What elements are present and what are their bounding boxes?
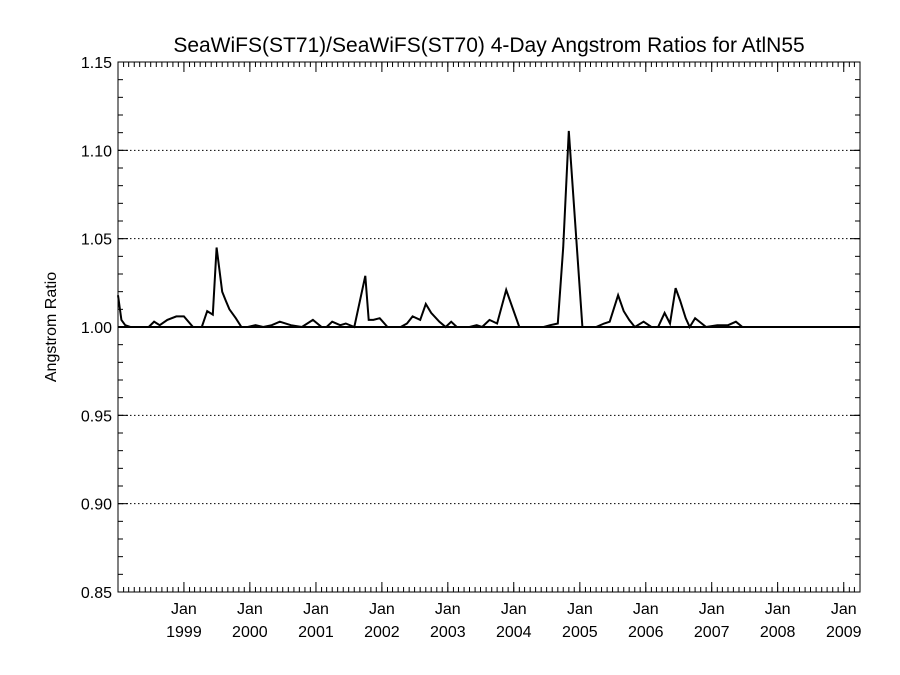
- x-tick-year: 2000: [232, 624, 268, 641]
- y-tick-label: 0.85: [81, 585, 112, 602]
- x-tick-month: Jan: [633, 601, 659, 618]
- y-tick-label: 1.15: [81, 55, 112, 72]
- x-tick-month: Jan: [369, 601, 395, 618]
- x-axis: Jan 1999 Jan 2000 Jan 2001 Jan 2002 Jan 2003 Jan 20…: [117, 62, 862, 641]
- x-tick-year: 2003: [430, 624, 466, 641]
- y-tick-label: 1.05: [81, 232, 112, 249]
- x-tick-month: Jan: [567, 601, 593, 618]
- x-tick-month: Jan: [237, 601, 263, 618]
- x-tick-year: 2009: [826, 624, 862, 641]
- y-axis-label: Angstrom Ratio: [43, 272, 60, 382]
- series-line: [117, 130, 860, 330]
- x-tick-month: Jan: [699, 601, 725, 618]
- x-tick-year: 2007: [694, 624, 730, 641]
- y-axis: 0.85 0.90 0.95 1.00 1.05 1.10 1.15: [81, 55, 860, 602]
- x-tick-month: Jan: [765, 601, 791, 618]
- series-group: [117, 130, 860, 330]
- x-tick-year: 2008: [760, 624, 796, 641]
- x-tick-year: 2002: [364, 624, 400, 641]
- x-tick-year: 2001: [298, 624, 334, 641]
- y-tick-label: 0.90: [81, 497, 112, 514]
- x-tick-month: Jan: [435, 601, 461, 618]
- x-tick-month: Jan: [171, 601, 197, 618]
- y-tick-label: 1.10: [81, 143, 112, 160]
- x-tick-year: 2005: [562, 624, 598, 641]
- y-tick-label: 0.95: [81, 408, 112, 425]
- chart-title: SeaWiFS(ST71)/SeaWiFS(ST70) 4-Day Angstr…: [173, 34, 804, 57]
- x-tick-month: Jan: [831, 601, 857, 618]
- x-tick-month: Jan: [501, 601, 527, 618]
- x-tick-year: 2006: [628, 624, 664, 641]
- x-tick-year: 2004: [496, 624, 532, 641]
- x-tick-month: Jan: [303, 601, 329, 618]
- x-tick-year: 1999: [166, 624, 202, 641]
- y-tick-label: 1.00: [81, 320, 112, 337]
